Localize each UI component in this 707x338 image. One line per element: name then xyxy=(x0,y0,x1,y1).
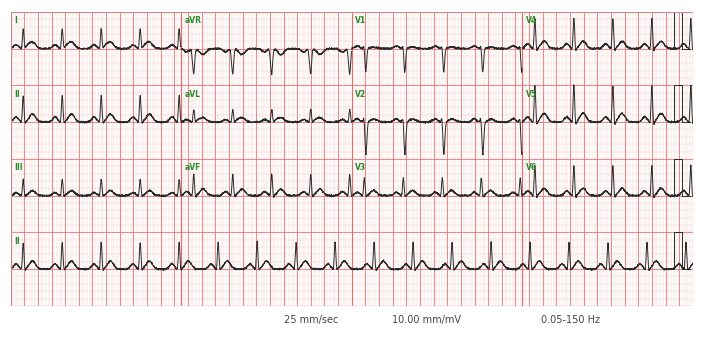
Text: II: II xyxy=(14,90,20,99)
Text: V6: V6 xyxy=(526,163,537,172)
Text: aVF: aVF xyxy=(185,163,201,172)
Text: V4: V4 xyxy=(526,16,537,25)
Text: 0.05-150 Hz: 0.05-150 Hz xyxy=(541,315,600,325)
Text: aVR: aVR xyxy=(185,16,201,25)
Text: 25 mm/sec: 25 mm/sec xyxy=(284,315,338,325)
Text: I: I xyxy=(14,16,17,25)
Text: II: II xyxy=(14,237,20,246)
Text: V3: V3 xyxy=(355,163,366,172)
Text: V1: V1 xyxy=(355,16,366,25)
Text: V5: V5 xyxy=(526,90,537,99)
Text: aVL: aVL xyxy=(185,90,201,99)
Text: V2: V2 xyxy=(355,90,366,99)
Text: III: III xyxy=(14,163,23,172)
Text: 10.00 mm/mV: 10.00 mm/mV xyxy=(392,315,461,325)
